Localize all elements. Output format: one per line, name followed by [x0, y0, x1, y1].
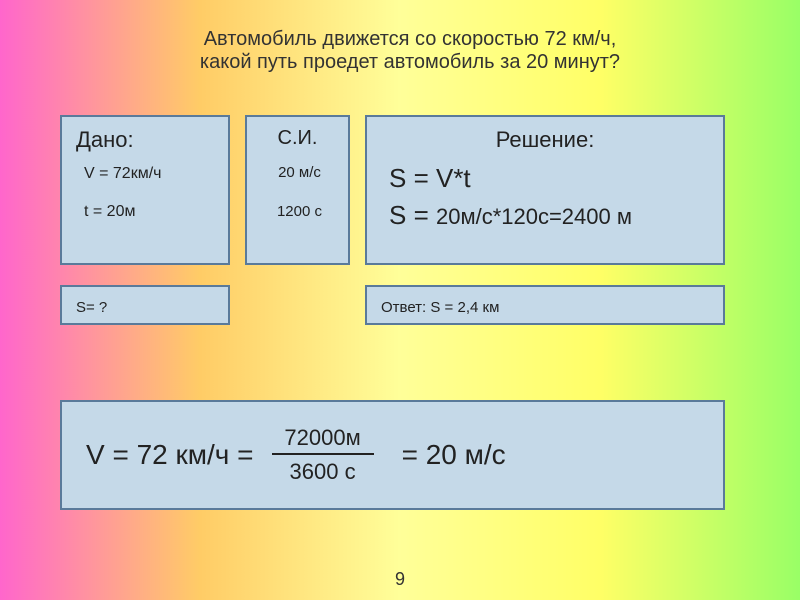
- title-line-2: какой путь проедет автомобиль за 20 мину…: [130, 51, 690, 74]
- conversion-box: V = 72 км/ч = 72000м 3600 с = 20 м/с: [60, 400, 725, 510]
- unknown-box: S= ?: [60, 285, 230, 325]
- given-box: Дано: V = 72км/ч t = 20м: [60, 115, 230, 265]
- formula2-rest: 20м/с*120с=2400 м: [436, 204, 632, 229]
- si-box: С.И. 20 м/с 1200 с: [245, 115, 350, 265]
- unknown-text: S= ?: [76, 297, 214, 316]
- fraction-numerator: 72000м: [278, 425, 366, 453]
- solution-formula-1: S = V*t: [389, 163, 709, 194]
- solution-heading: Решение:: [381, 127, 709, 153]
- si-line-1: 20 м/с: [265, 164, 334, 181]
- conversion-fraction: 72000м 3600 с: [272, 425, 374, 485]
- page-number: 9: [395, 569, 405, 590]
- given-line-1: V = 72км/ч: [84, 165, 214, 183]
- solution-box: Решение: S = V*t S = 20м/с*120с=2400 м: [365, 115, 725, 265]
- si-heading: С.И.: [261, 127, 334, 150]
- given-heading: Дано:: [76, 127, 214, 153]
- formula2-prefix: S =: [389, 200, 436, 230]
- given-line-2: t = 20м: [84, 203, 214, 221]
- conversion-left: V = 72 км/ч =: [86, 439, 254, 471]
- answer-box: Ответ: S = 2,4 км: [365, 285, 725, 325]
- title-line-1: Автомобиль движется со скоростью 72 км/ч…: [130, 28, 690, 51]
- fraction-denominator: 3600 с: [272, 453, 374, 485]
- answer-text: Ответ: S = 2,4 км: [381, 297, 709, 316]
- si-line-2: 1200 с: [265, 203, 334, 220]
- conversion-right: = 20 м/с: [402, 439, 506, 471]
- problem-title: Автомобиль движется со скоростью 72 км/ч…: [130, 28, 690, 74]
- solution-formula-2: S = 20м/с*120с=2400 м: [389, 200, 709, 231]
- conversion-content: V = 72 км/ч = 72000м 3600 с = 20 м/с: [76, 412, 709, 498]
